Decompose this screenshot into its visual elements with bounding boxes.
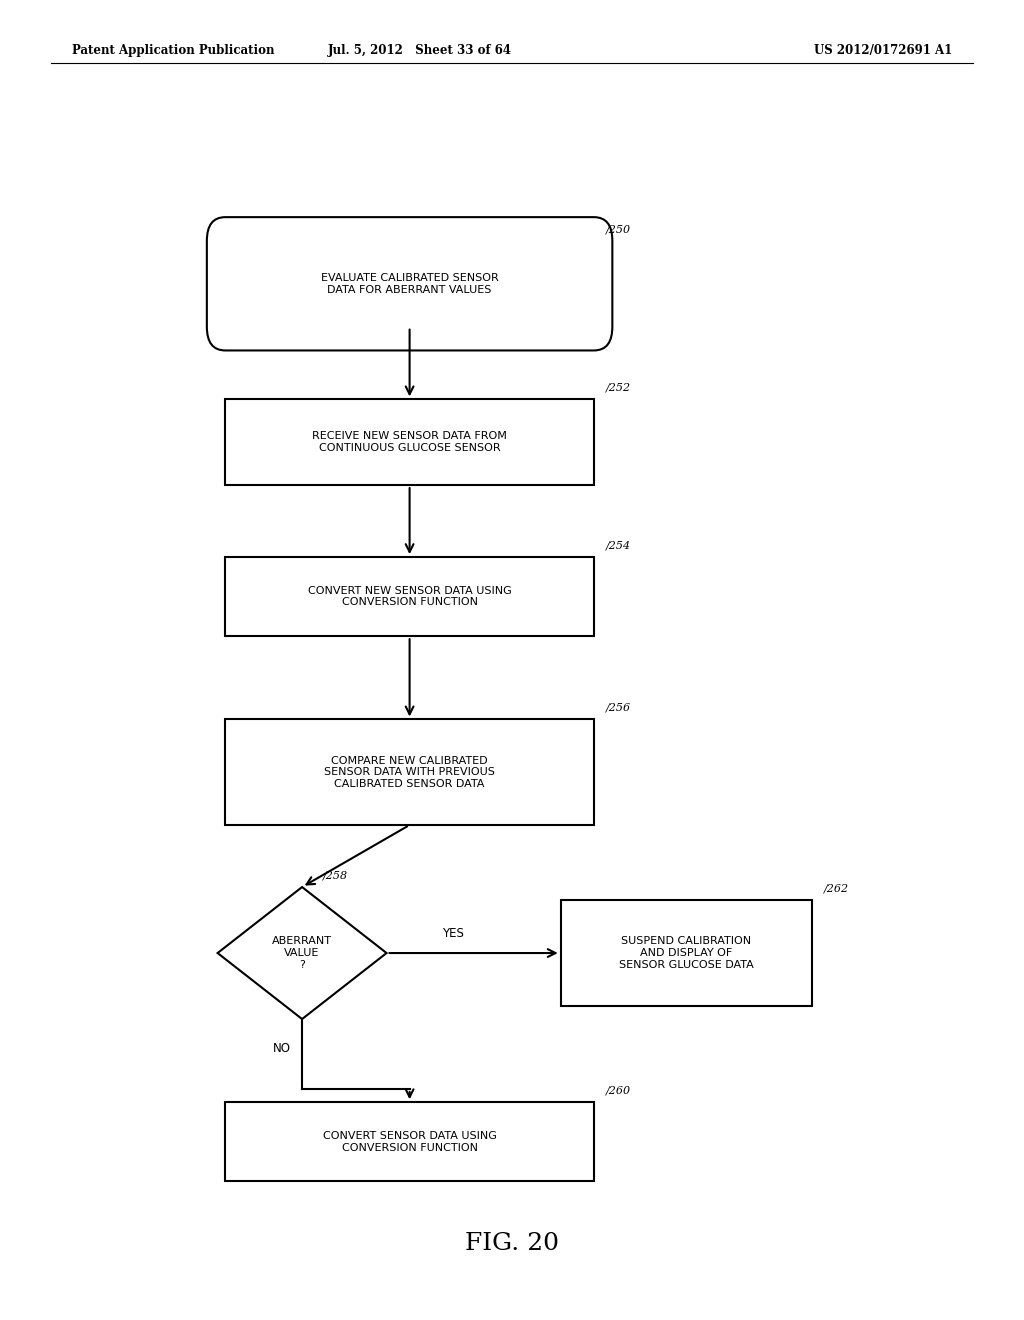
Text: FIG. 20: FIG. 20 [465, 1232, 559, 1255]
Text: RECEIVE NEW SENSOR DATA FROM
CONTINUOUS GLUCOSE SENSOR: RECEIVE NEW SENSOR DATA FROM CONTINUOUS … [312, 432, 507, 453]
Bar [225, 557, 594, 636]
Text: SUSPEND CALIBRATION
AND DISPLAY OF
SENSOR GLUCOSE DATA: SUSPEND CALIBRATION AND DISPLAY OF SENSO… [618, 936, 754, 970]
Bar [225, 1102, 594, 1181]
Text: CONVERT SENSOR DATA USING
CONVERSION FUNCTION: CONVERT SENSOR DATA USING CONVERSION FUN… [323, 1131, 497, 1152]
Text: Jul. 5, 2012   Sheet 33 of 64: Jul. 5, 2012 Sheet 33 of 64 [328, 44, 512, 57]
Text: Patent Application Publication: Patent Application Publication [72, 44, 274, 57]
Text: EVALUATE CALIBRATED SENSOR
DATA FOR ABERRANT VALUES: EVALUATE CALIBRATED SENSOR DATA FOR ABER… [321, 273, 499, 294]
Text: /256: /256 [606, 702, 632, 713]
Bar [225, 399, 594, 484]
FancyBboxPatch shape [207, 216, 612, 350]
Text: US 2012/0172691 A1: US 2012/0172691 A1 [814, 44, 952, 57]
Polygon shape [217, 887, 387, 1019]
Text: /250: /250 [606, 224, 632, 235]
Text: NO: NO [272, 1041, 291, 1055]
Text: /252: /252 [606, 383, 632, 393]
Text: COMPARE NEW CALIBRATED
SENSOR DATA WITH PREVIOUS
CALIBRATED SENSOR DATA: COMPARE NEW CALIBRATED SENSOR DATA WITH … [325, 755, 495, 789]
Text: ABERRANT
VALUE
?: ABERRANT VALUE ? [272, 936, 332, 970]
Bar [225, 719, 594, 825]
Text: /254: /254 [606, 540, 632, 550]
Text: /258: /258 [323, 870, 348, 880]
Text: YES: YES [442, 927, 464, 940]
Text: /260: /260 [606, 1085, 632, 1096]
Text: CONVERT NEW SENSOR DATA USING
CONVERSION FUNCTION: CONVERT NEW SENSOR DATA USING CONVERSION… [308, 586, 511, 607]
Bar [561, 900, 812, 1006]
Text: /262: /262 [823, 883, 849, 894]
